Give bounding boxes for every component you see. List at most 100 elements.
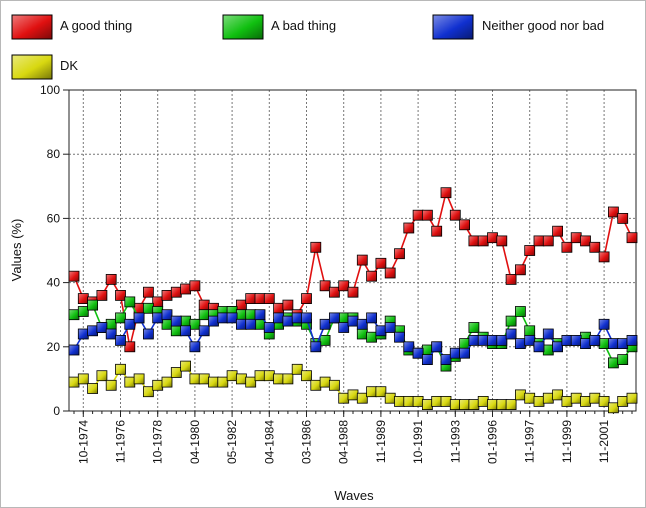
grid-lines bbox=[69, 90, 636, 411]
data-point-dk bbox=[552, 389, 563, 401]
data-point-neither-good-nor-bad bbox=[245, 318, 257, 330]
data-point-dk bbox=[254, 370, 266, 382]
data-point-neither-good-nor-bad bbox=[617, 338, 629, 350]
data-point-a-good-thing bbox=[459, 219, 471, 231]
data-point-dk bbox=[533, 395, 545, 407]
data-point-a-good-thing bbox=[477, 235, 489, 247]
data-point-neither-good-nor-bad bbox=[124, 318, 136, 330]
x-tick-label: 03-1986 bbox=[300, 420, 314, 464]
data-point-a-good-thing bbox=[440, 187, 452, 199]
data-point-dk bbox=[142, 386, 154, 398]
data-point-neither-good-nor-bad bbox=[487, 334, 498, 346]
data-point-a-bad-thing bbox=[319, 334, 331, 346]
data-point-dk bbox=[496, 399, 508, 411]
data-point-dk bbox=[310, 379, 322, 391]
data-point-a-good-thing bbox=[301, 293, 312, 305]
data-point-neither-good-nor-bad bbox=[347, 315, 359, 327]
data-point-neither-good-nor-bad bbox=[459, 347, 471, 359]
data-point-neither-good-nor-bad bbox=[561, 334, 573, 346]
data-point-a-bad-thing bbox=[515, 306, 526, 317]
data-point-neither-good-nor-bad bbox=[505, 328, 517, 340]
data-point-dk bbox=[524, 392, 536, 404]
data-point-a-good-thing bbox=[338, 280, 350, 292]
data-point-a-bad-thing bbox=[338, 312, 350, 324]
series-a-good-thing bbox=[68, 187, 638, 353]
data-point-a-bad-thing bbox=[142, 302, 154, 314]
data-point-a-good-thing bbox=[421, 209, 433, 221]
data-point-dk bbox=[459, 399, 471, 411]
data-point-neither-good-nor-bad bbox=[142, 328, 154, 340]
data-point-a-bad-thing bbox=[356, 328, 368, 340]
data-point-neither-good-nor-bad bbox=[282, 315, 294, 327]
data-point-dk bbox=[87, 383, 98, 394]
data-point-neither-good-nor-bad bbox=[152, 312, 164, 324]
data-point-dk bbox=[208, 376, 219, 388]
data-point-dk bbox=[431, 395, 443, 407]
data-point-neither-good-nor-bad bbox=[524, 334, 536, 346]
data-point-dk bbox=[115, 363, 126, 375]
y-tick-label: 60 bbox=[47, 211, 61, 225]
data-point-a-good-thing bbox=[347, 286, 359, 298]
data-point-a-good-thing bbox=[542, 235, 554, 247]
data-point-a-bad-thing bbox=[161, 318, 173, 330]
x-tick-label: 10-1991 bbox=[411, 420, 425, 464]
data-point-a-good-thing bbox=[115, 289, 126, 301]
data-point-a-good-thing bbox=[124, 341, 136, 353]
data-point-a-good-thing bbox=[515, 264, 526, 276]
legend-label-dk: DK bbox=[60, 58, 78, 73]
data-point-a-bad-thing bbox=[366, 331, 378, 343]
data-point-dk bbox=[449, 399, 461, 411]
data-point-dk bbox=[394, 395, 405, 407]
data-point-a-bad-thing bbox=[77, 306, 89, 317]
data-point-neither-good-nor-bad bbox=[291, 312, 303, 324]
data-point-dk bbox=[124, 376, 136, 388]
data-point-dk bbox=[440, 395, 452, 407]
data-point-neither-good-nor-bad bbox=[133, 312, 145, 324]
data-point-neither-good-nor-bad bbox=[170, 315, 182, 327]
data-point-a-good-thing bbox=[273, 302, 285, 314]
data-point-a-good-thing bbox=[375, 257, 387, 269]
data-point-a-good-thing bbox=[394, 248, 405, 260]
data-point-neither-good-nor-bad bbox=[626, 334, 638, 346]
data-point-a-good-thing bbox=[449, 209, 461, 221]
data-point-a-good-thing bbox=[254, 293, 266, 305]
data-point-a-good-thing bbox=[403, 222, 415, 234]
data-point-neither-good-nor-bad bbox=[580, 338, 591, 350]
data-point-dk bbox=[68, 376, 80, 388]
data-point-a-good-thing bbox=[105, 273, 117, 285]
data-point-dk bbox=[421, 399, 433, 411]
data-point-a-bad-thing bbox=[542, 344, 554, 356]
data-point-a-good-thing bbox=[198, 299, 210, 311]
data-point-a-good-thing bbox=[170, 286, 182, 298]
x-tick-label: 11-1999 bbox=[560, 420, 574, 463]
data-point-dk bbox=[245, 376, 257, 388]
x-tick-label: 01-1996 bbox=[486, 420, 500, 464]
data-point-dk bbox=[384, 392, 396, 404]
legend-swatch-a-good-thing bbox=[11, 14, 53, 40]
data-point-dk bbox=[347, 389, 359, 401]
x-tick-label: 11-2001 bbox=[597, 420, 611, 463]
data-point-a-good-thing bbox=[319, 280, 331, 292]
data-point-a-good-thing bbox=[282, 299, 294, 311]
data-point-dk bbox=[319, 376, 331, 388]
data-point-a-good-thing bbox=[161, 289, 173, 301]
legend-label-a-bad-thing: A bad thing bbox=[271, 18, 336, 33]
data-point-neither-good-nor-bad bbox=[68, 344, 80, 356]
data-point-dk bbox=[263, 370, 275, 382]
series-layer bbox=[68, 187, 638, 414]
series-neither-good-nor-bad bbox=[68, 309, 638, 366]
data-point-neither-good-nor-bad bbox=[552, 341, 563, 353]
data-point-neither-good-nor-bad bbox=[328, 312, 340, 324]
y-tick-label: 80 bbox=[47, 147, 61, 161]
x-tick-label: 10-1978 bbox=[151, 420, 165, 464]
data-point-neither-good-nor-bad bbox=[394, 331, 405, 343]
data-point-neither-good-nor-bad bbox=[412, 347, 424, 359]
data-point-a-good-thing bbox=[263, 293, 275, 305]
data-point-neither-good-nor-bad bbox=[449, 347, 461, 359]
legend-label-neither-good-nor-bad: Neither good nor bad bbox=[482, 18, 604, 33]
x-tick-label: 11-1993 bbox=[448, 420, 462, 463]
x-axis-label: Waves bbox=[334, 488, 374, 503]
data-point-a-good-thing bbox=[561, 241, 573, 253]
data-point-dk bbox=[561, 395, 573, 407]
x-tick-label: 11-1976 bbox=[114, 420, 128, 463]
